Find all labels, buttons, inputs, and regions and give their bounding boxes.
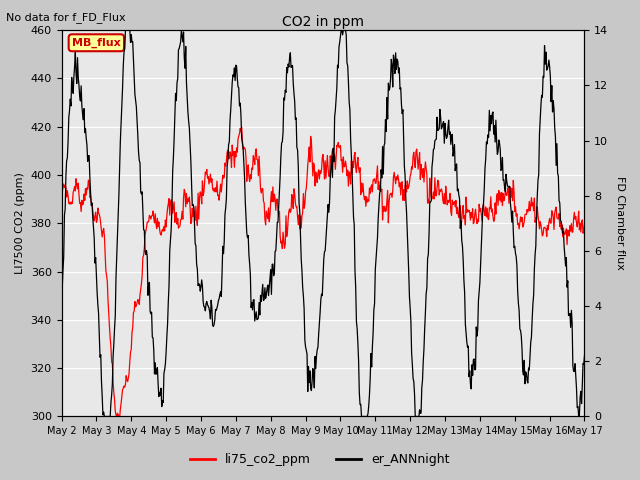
- Text: MB_flux: MB_flux: [72, 37, 121, 48]
- Text: No data for f_FD_Flux: No data for f_FD_Flux: [6, 12, 126, 23]
- Legend: li75_co2_ppm, er_ANNnight: li75_co2_ppm, er_ANNnight: [186, 448, 454, 471]
- Title: CO2 in ppm: CO2 in ppm: [282, 15, 364, 29]
- Y-axis label: FD Chamber flux: FD Chamber flux: [615, 176, 625, 270]
- Y-axis label: LI7500 CO2 (ppm): LI7500 CO2 (ppm): [15, 172, 25, 274]
